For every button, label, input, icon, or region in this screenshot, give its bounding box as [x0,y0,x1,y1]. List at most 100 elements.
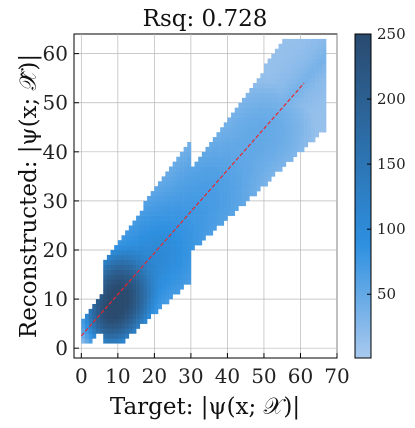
heatmap-cell [282,97,287,104]
heatmap-cell [274,107,279,113]
heatmap-cell [304,83,309,89]
heatmap-cell [293,58,298,64]
heatmap-cell [150,196,155,202]
heatmap-cell [238,132,243,138]
heatmap-cell [289,132,294,138]
heatmap-cell [194,210,199,216]
heatmap-cell [252,176,257,182]
heatmap-cell [158,250,162,256]
heatmap-cell [88,318,93,324]
heatmap-cell [242,156,246,162]
heatmap-cell [172,191,177,197]
heatmap-cell [147,299,152,305]
heatmap-cell [198,161,203,167]
heatmap-cell [110,279,115,285]
heatmap-cell [110,269,115,275]
heatmap-cell [296,137,301,143]
heatmap-cell [187,220,192,226]
heatmap-cell [300,107,305,113]
heatmap-cell [121,333,126,339]
heatmap-cell [212,146,217,153]
heatmap-cell [289,92,294,99]
heatmap-cell [311,38,316,45]
heatmap-cell [125,264,130,270]
heatmap-cell [322,122,327,128]
heatmap-cell [95,323,100,329]
heatmap-cell [293,146,298,153]
heatmap-cell [234,127,239,133]
heatmap-cell [311,43,316,50]
heatmap-cell [99,323,104,329]
heatmap-cell [168,186,173,192]
heatmap-cell [249,146,254,153]
heatmap-cell [168,284,173,290]
heatmap-cell [158,294,162,300]
heatmap-cell [238,122,243,128]
heatmap-cell [315,112,320,118]
heatmap-cell [143,245,148,251]
heatmap-cell [92,313,97,320]
heatmap-cell [187,279,192,285]
heatmap-cell [154,269,159,275]
heatmap-cell [307,107,312,113]
heatmap-cell [278,53,283,59]
heatmap-cell [322,78,327,84]
heatmap-cell [278,137,283,143]
heatmap-cell [252,156,257,162]
heatmap-cell [249,107,254,113]
heatmap-cell [190,225,195,231]
heatmap-cell [125,269,130,275]
heatmap-cell [315,38,320,45]
heatmap-cell [205,166,210,172]
heatmap-cell [231,137,236,143]
heatmap-cell [223,151,228,158]
heatmap-cell [194,176,199,182]
heatmap-cell [238,161,243,167]
heatmap-cell [209,230,214,236]
heatmap-cell [110,304,115,310]
heatmap-cell [161,215,166,221]
heatmap-cell [212,151,217,158]
heatmap-cell [271,97,276,104]
heatmap-cell [114,323,119,329]
heatmap-cell [245,112,250,118]
heatmap-cell [168,176,173,182]
heatmap-cell [114,269,119,275]
heatmap-cell [139,308,144,315]
heatmap-cell [256,181,261,187]
heatmap-cell [212,210,217,216]
heatmap-cell [263,102,268,108]
heatmap-cell [223,196,228,202]
heatmap-cell [147,259,152,266]
heatmap-cell [81,338,86,344]
heatmap-cell [117,294,122,300]
heatmap-cell [307,127,312,133]
heatmap-cell [212,181,217,187]
heatmap-cell [278,73,283,79]
heatmap-cell [285,53,290,59]
heatmap-cell [260,151,265,158]
heatmap-cell [256,146,261,153]
heatmap-cell [304,73,309,79]
heatmap-cell [172,171,177,177]
heatmap-cell [252,112,257,118]
heatmap-cell [227,117,232,123]
heatmap-cell [245,191,250,197]
heatmap-cell [198,235,203,241]
heatmap-cell [117,333,122,339]
heatmap-cell [242,142,246,148]
heatmap-cell [293,43,298,50]
heatmap-cell [161,279,166,285]
heatmap-cell [271,58,276,64]
heatmap-cell [88,308,93,315]
heatmap-cell [245,196,250,202]
heatmap-cell [263,127,268,133]
heatmap-cell [161,230,166,236]
heatmap-cell [143,220,148,226]
heatmap-cell [88,338,93,344]
heatmap-cell [92,308,97,315]
heatmap-cell [172,186,177,192]
heatmap-cell [132,304,137,310]
heatmap-cell [282,156,287,162]
heatmap-cell [179,156,184,162]
